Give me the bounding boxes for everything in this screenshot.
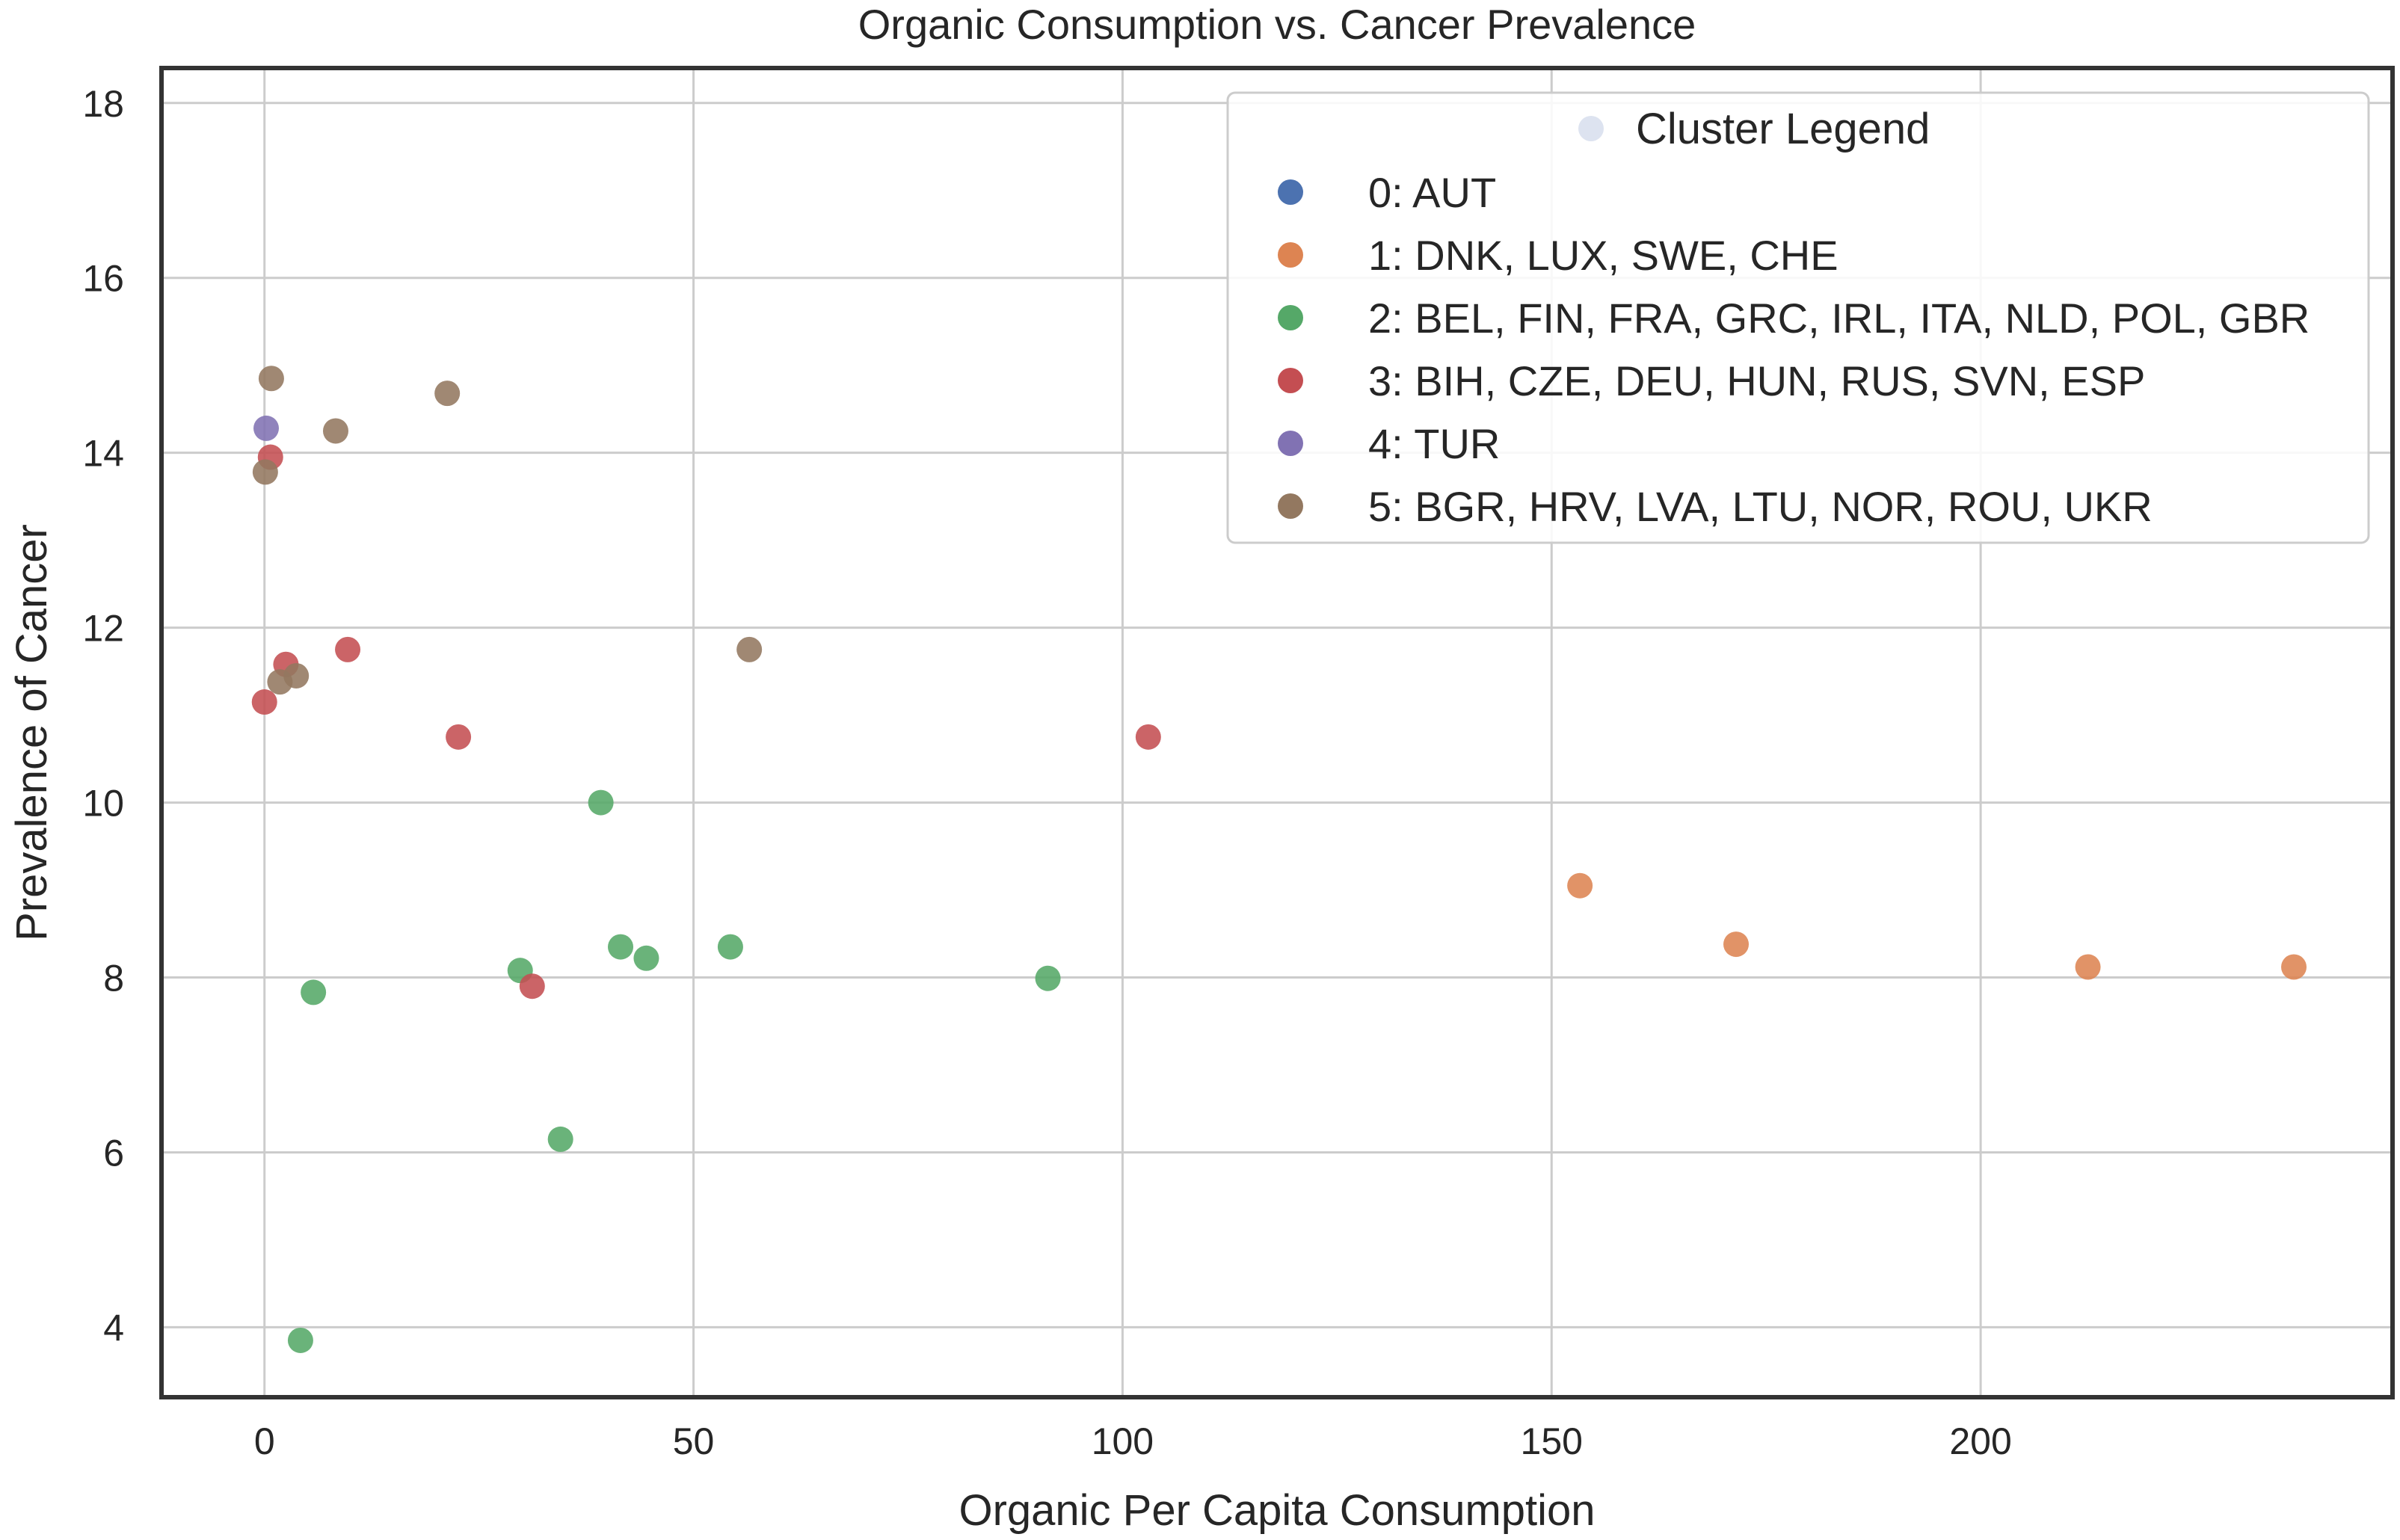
x-tick-label: 200 <box>1949 1420 2011 1462</box>
legend-label-cluster-2: 2: BEL, FIN, FRA, GRC, IRL, ITA, NLD, PO… <box>1368 295 2310 342</box>
legend-label-cluster-1: 1: DNK, LUX, SWE, CHE <box>1368 232 1839 279</box>
data-point-cluster-1 <box>1567 872 1593 899</box>
data-point-cluster-2 <box>1035 965 1061 991</box>
legend-marker-cluster-1 <box>1278 242 1303 268</box>
y-tick-label: 14 <box>82 433 124 475</box>
legend-title: Cluster Legend <box>1636 105 1930 153</box>
data-points <box>251 366 2307 1353</box>
data-point-cluster-5 <box>258 366 284 392</box>
data-point-cluster-1 <box>2281 954 2307 980</box>
axis-ticks: 0 50 100 150 200 4 6 8 10 12 14 16 18 <box>82 83 2011 1462</box>
x-tick-label: 50 <box>673 1420 715 1462</box>
x-tick-label: 150 <box>1521 1420 1583 1462</box>
y-tick-label: 12 <box>82 608 124 650</box>
data-point-cluster-2 <box>608 934 634 960</box>
legend-label-cluster-0: 0: AUT <box>1368 169 1496 216</box>
x-axis-title: Organic Per Capita Consumption <box>959 1486 1595 1535</box>
y-axis-title: Prevalence of Cancer <box>7 524 56 941</box>
legend-label-cluster-5: 5: BGR, HRV, LVA, LTU, NOR, ROU, UKR <box>1368 483 2153 530</box>
data-point-cluster-4 <box>253 415 280 441</box>
legend-marker-cluster-0 <box>1278 179 1303 205</box>
data-point-cluster-3 <box>446 724 472 750</box>
y-tick-label: 10 <box>82 783 124 825</box>
y-tick-label: 6 <box>103 1132 124 1174</box>
legend-label-cluster-4: 4: TUR <box>1368 420 1500 467</box>
data-point-cluster-2 <box>301 979 327 1005</box>
data-point-cluster-3 <box>1135 724 1161 750</box>
data-point-cluster-3 <box>251 689 277 715</box>
data-point-cluster-5 <box>736 636 763 662</box>
x-tick-label: 100 <box>1092 1420 1154 1462</box>
data-point-cluster-2 <box>547 1126 573 1152</box>
data-point-cluster-2 <box>287 1327 313 1353</box>
data-point-cluster-1 <box>2075 954 2101 980</box>
legend-label-cluster-3: 3: BIH, CZE, DEU, HUN, RUS, SVN, ESP <box>1368 357 2145 404</box>
legend-marker-cluster-3 <box>1278 368 1303 393</box>
legend-marker-cluster-2 <box>1278 305 1303 330</box>
legend-marker-cluster-4 <box>1278 431 1303 456</box>
plot-frame <box>159 66 2395 1399</box>
data-point-cluster-2 <box>717 934 743 960</box>
data-point-cluster-3 <box>519 973 545 1000</box>
data-point-cluster-5 <box>322 418 348 444</box>
x-tick-label: 0 <box>254 1420 275 1462</box>
chart-title: Organic Consumption vs. Cancer Prevalenc… <box>858 1 1696 48</box>
legend-box <box>1226 91 2370 544</box>
legend: Cluster Legend 0: AUT 1: DNK, LUX, SWE, CH… <box>1226 91 2370 544</box>
data-point-cluster-1 <box>1723 931 1750 958</box>
data-point-cluster-5 <box>252 459 278 485</box>
y-tick-label: 18 <box>82 83 124 125</box>
data-point-cluster-5 <box>434 381 461 407</box>
data-point-cluster-2 <box>633 945 659 971</box>
y-tick-label: 16 <box>82 258 124 300</box>
data-point-cluster-5 <box>267 669 293 695</box>
data-point-cluster-3 <box>335 636 361 662</box>
y-tick-label: 4 <box>103 1307 124 1349</box>
y-tick-label: 8 <box>103 958 124 1000</box>
legend-marker-cluster-5 <box>1278 493 1303 519</box>
data-point-cluster-2 <box>588 789 614 816</box>
legend-title-marker <box>1578 116 1604 141</box>
